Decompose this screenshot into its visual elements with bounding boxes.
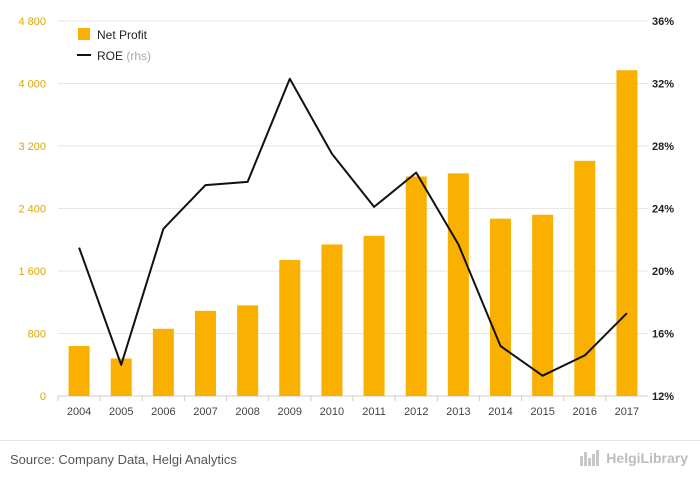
- y-left-tick-label: 1 600: [18, 266, 46, 278]
- library-icon: [580, 450, 602, 466]
- chart-svg: 0 800 1 600 2 400 3 200 4 000 4 800 12% 16% 20% 24…: [18, 16, 674, 418]
- y-right-tick-label: 32%: [652, 79, 674, 91]
- y-left-tick-label: 4 800: [18, 16, 46, 28]
- bar-net-profit: [363, 235, 385, 396]
- bar-net-profit: [237, 305, 259, 396]
- source-note: Source: Company Data, Helgi Analytics: [10, 452, 237, 467]
- line-roe: [78, 77, 628, 377]
- x-tick-label: 2017: [615, 406, 639, 418]
- legend-label-net-profit: Net Profit: [97, 28, 148, 42]
- y-right-tick-label: 36%: [652, 16, 674, 28]
- y-right-tick-label: 20%: [652, 266, 674, 278]
- bar-net-profit: [447, 173, 469, 396]
- legend-swatch-net-profit: [78, 28, 90, 40]
- x-tick-label: 2007: [193, 406, 217, 418]
- bar-net-profit: [195, 310, 216, 396]
- bar-net-profit: [616, 70, 638, 396]
- y-left-tick-label: 0: [40, 391, 46, 403]
- bar-net-profit: [68, 346, 90, 396]
- x-tick-label: 2014: [488, 406, 512, 418]
- footer: Source: Company Data, Helgi Analytics He…: [0, 440, 700, 483]
- x-tick-label: 2011: [362, 406, 386, 418]
- x-tick-label: 2009: [278, 406, 302, 418]
- x-tick-label: 2008: [235, 406, 259, 418]
- brand-logo[interactable]: HelgiLibrary: [580, 450, 688, 466]
- bar-net-profit: [279, 260, 301, 396]
- bar-net-profit: [532, 214, 554, 396]
- y-left-tick-label: 2 400: [18, 204, 46, 216]
- x-tick-label: 2015: [530, 406, 554, 418]
- bar-net-profit: [574, 160, 596, 396]
- legend-label-roe: ROE (rhs): [97, 49, 151, 63]
- footer-divider: [0, 440, 700, 441]
- bar-net-profit: [405, 176, 427, 396]
- chart: 0 800 1 600 2 400 3 200 4 000 4 800 12% 16% 20% 24…: [18, 16, 674, 418]
- bar-net-profit: [490, 218, 511, 396]
- x-tick-label: 2004: [67, 406, 91, 418]
- brand-name: HelgiLibrary: [606, 450, 688, 466]
- y-left-tick-label: 3 200: [18, 141, 46, 153]
- y-right-tick-label: 12%: [652, 391, 674, 403]
- y-left-tick-label: 800: [28, 329, 46, 341]
- x-tick-label: 2013: [446, 406, 470, 418]
- y-right-tick-label: 28%: [652, 141, 674, 153]
- bar-net-profit: [110, 358, 132, 396]
- x-tick-label: 2012: [404, 406, 428, 418]
- x-tick-label: 2005: [109, 406, 133, 418]
- bar-net-profit: [321, 244, 343, 396]
- x-tick-label: 2010: [320, 406, 344, 418]
- y-right-tick-label: 24%: [652, 204, 674, 216]
- x-tick-label: 2016: [573, 406, 597, 418]
- bar-net-profit: [152, 328, 174, 396]
- y-right-tick-label: 16%: [652, 329, 674, 341]
- y-left-tick-label: 4 000: [18, 79, 46, 91]
- x-tick-label: 2006: [151, 406, 175, 418]
